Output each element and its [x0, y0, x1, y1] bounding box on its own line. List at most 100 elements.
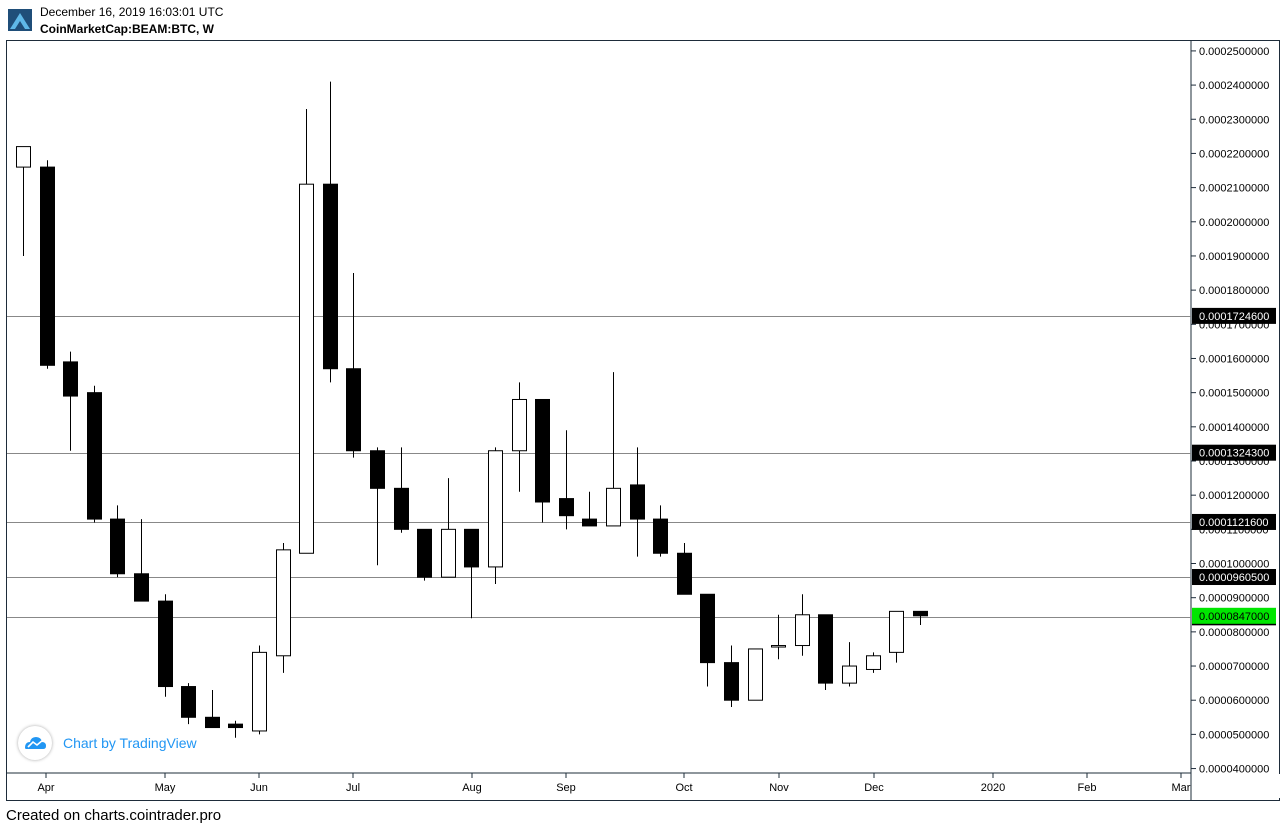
candle-35: [842, 642, 857, 687]
candle-body: [40, 166, 55, 366]
x-tick-label: Dec: [864, 782, 884, 794]
level-label-1: 0.0001324300: [1192, 444, 1276, 461]
candle-8: [205, 689, 220, 729]
candle-27: [653, 505, 668, 557]
candle-28: [677, 543, 692, 595]
candle-24: [582, 491, 597, 527]
y-tick-label: 0.0001800000: [1199, 285, 1269, 297]
candle-2: [63, 351, 78, 451]
y-tick-label: 0.0000800000: [1199, 627, 1269, 639]
candle-20: [488, 447, 503, 585]
chart-frame[interactable]: [6, 40, 1280, 801]
last-price-label-text: 0.0000847000: [1199, 611, 1269, 623]
candle-body: [653, 518, 668, 554]
candle-body: [110, 518, 125, 575]
candle-body: [488, 450, 503, 568]
y-tick-label: 0.0000700000: [1199, 661, 1269, 673]
candle-body: [771, 645, 786, 648]
candle-body: [512, 398, 527, 452]
candle-19: [464, 528, 479, 619]
candle-body: [677, 552, 692, 595]
y-tick-label: 0.0001600000: [1199, 353, 1269, 365]
y-tick-label: 0.0001500000: [1199, 388, 1269, 400]
y-tick-label: 0.0001900000: [1199, 251, 1269, 263]
candle-30: [724, 645, 739, 708]
candle-body: [842, 665, 857, 684]
x-tick-label: Feb: [1078, 782, 1097, 794]
level-label-2-bg: [1192, 513, 1276, 530]
candle-5: [134, 519, 149, 602]
candle-16: [394, 447, 409, 533]
x-tick-label: Apr: [37, 782, 54, 794]
candle-13: [323, 81, 338, 383]
level-label-3-text: 0.0000960500: [1199, 572, 1269, 584]
y-tick-label: 0.0002400000: [1199, 80, 1269, 92]
footer-credit: Created on charts.cointrader.pro: [6, 807, 222, 824]
candle-body: [417, 528, 432, 578]
tradingview-cloud-icon: [25, 737, 46, 749]
y-tick-label: 0.0002200000: [1199, 148, 1269, 160]
y-tick-label: 0.0001200000: [1199, 490, 1269, 502]
candle-body: [559, 498, 574, 517]
level-label-1-bg: [1192, 444, 1276, 461]
candle-38: [913, 610, 928, 626]
candle-body: [441, 528, 456, 578]
candle-12: [299, 109, 314, 554]
x-tick-label: Oct: [675, 782, 692, 794]
candle-body: [818, 614, 833, 684]
candle-body: [630, 484, 645, 520]
level-label-0: 0.0001724600: [1192, 307, 1276, 324]
candle-body: [63, 361, 78, 397]
candle-body: [535, 398, 550, 503]
candle-body: [889, 610, 904, 653]
last-price-label-bg: [1192, 607, 1276, 624]
candle-18: [441, 478, 456, 578]
tradingview-watermark-text: Chart by TradingView: [63, 735, 197, 751]
tradingview-watermark[interactable]: Chart by TradingView: [18, 724, 218, 762]
candle-body: [700, 593, 715, 664]
time-axis: Apr May Jun Jul Aug Sep Oct Nov Dec 2020 Feb Mar: [37, 773, 1282, 798]
candles: [16, 81, 928, 738]
candle-body: [16, 146, 31, 168]
candle-body: [299, 183, 314, 554]
candle-body: [606, 487, 621, 527]
candle-body: [370, 450, 385, 489]
candle-26: [630, 447, 645, 557]
candle-4: [110, 505, 125, 578]
candle-36: [866, 652, 881, 673]
y-tick-label: 0.0000400000: [1199, 764, 1269, 776]
candle-body: [205, 716, 220, 729]
candle-11: [276, 543, 291, 673]
candle-body: [394, 487, 409, 530]
y-tick-label: 0.0002300000: [1199, 114, 1269, 126]
candle-25: [606, 372, 621, 527]
candle-32: [771, 614, 786, 660]
y-tick-label: 0.0002500000: [1199, 46, 1269, 58]
y-tick-label: 0.0001000000: [1199, 559, 1269, 571]
chart-timestamp: December 16, 2019 16:03:01 UTC: [40, 5, 224, 19]
candle-9: [228, 720, 243, 738]
candle-body: [228, 723, 243, 729]
candle-body: [323, 183, 338, 370]
last-price-label: 0.0000847000: [1192, 607, 1276, 624]
candle-34: [818, 614, 833, 690]
candle-7: [181, 683, 196, 725]
candle-17: [417, 528, 432, 581]
candle-29: [700, 593, 715, 687]
x-tick-label: Jul: [346, 782, 360, 794]
candle-33: [795, 594, 810, 656]
candle-body: [724, 662, 739, 701]
candle-body: [181, 686, 196, 718]
chart-symbol: CoinMarketCap:BEAM:BTC, W: [40, 22, 214, 36]
candle-body: [252, 651, 267, 732]
y-tick-label: 0.0000900000: [1199, 593, 1269, 605]
cointrader-logo-icon: [8, 9, 32, 31]
tradingview-logo-circle: [18, 726, 52, 760]
y-tick-label: 0.0000600000: [1199, 695, 1269, 707]
candle-body: [276, 549, 291, 657]
x-tick-label: Mar: [1172, 782, 1191, 794]
x-tick-label: Jun: [250, 782, 268, 794]
level-label-1-text: 0.0001324300: [1199, 448, 1269, 460]
x-tick-label: May: [155, 782, 176, 794]
